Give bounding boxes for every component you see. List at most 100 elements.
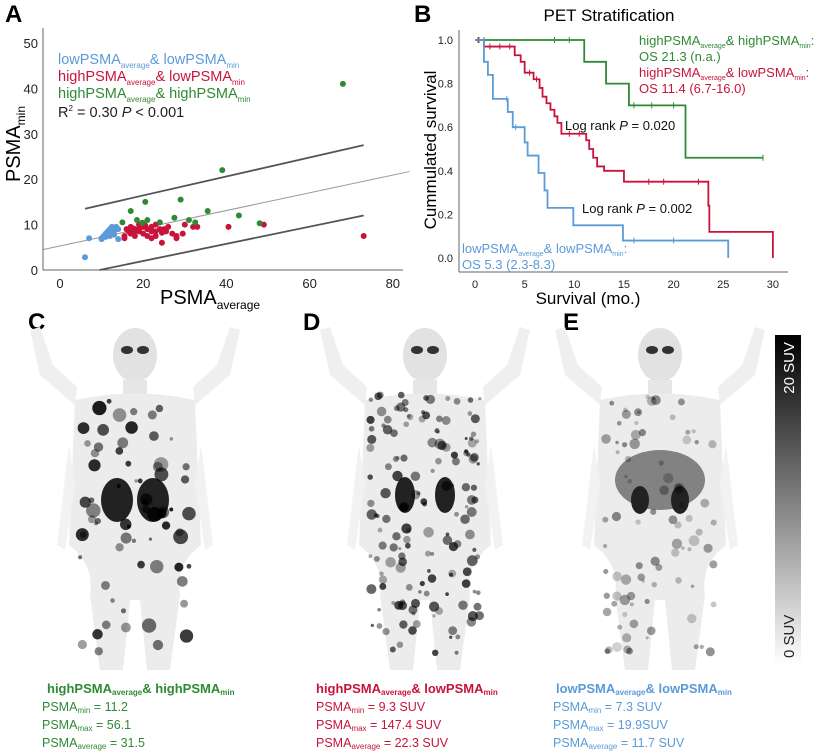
lesion-uptake: [120, 622, 131, 633]
lesion-uptake: [453, 398, 461, 405]
caption-d-min: PSMAmin = 9.3 SUV: [316, 700, 426, 715]
data-point: [256, 220, 263, 227]
lesion-uptake: [116, 484, 121, 488]
lesion-uptake: [646, 396, 657, 406]
lesion-uptake: [392, 456, 399, 463]
lesion-uptake: [437, 440, 447, 451]
lesion-uptake: [392, 470, 403, 482]
annotation-low-low-os: OS 5.3 (2.3-8.3): [462, 257, 555, 272]
lesion-uptake: [700, 498, 710, 508]
lesion-uptake: [380, 488, 391, 499]
lesion-uptake: [366, 584, 377, 595]
lesion-uptake: [94, 518, 101, 525]
lesion-uptake: [626, 591, 636, 601]
y-tick-label: 20: [24, 172, 38, 187]
y-tick-label: 30: [24, 127, 38, 142]
lesion-uptake: [84, 440, 91, 447]
lesion-uptake: [627, 479, 633, 484]
lesion-uptake: [454, 650, 459, 655]
lesion-uptake: [645, 394, 650, 400]
lesion-uptake: [612, 571, 622, 582]
lesion-uptake: [403, 535, 411, 544]
lesion-uptake: [622, 611, 628, 618]
lesion-uptake: [182, 506, 196, 521]
lesion-uptake: [471, 496, 479, 504]
lesion-uptake: [611, 511, 622, 522]
lesion-uptake: [710, 601, 717, 608]
lesion-uptake: [710, 519, 717, 526]
lesion-uptake: [428, 601, 440, 612]
lesion-uptake: [396, 402, 406, 412]
lesion-uptake: [423, 590, 430, 597]
lesion-uptake: [378, 541, 387, 550]
lesion-uptake: [450, 451, 458, 459]
lesion-uptake: [624, 474, 628, 479]
lesion-uptake: [455, 634, 461, 640]
lesion-uptake: [412, 620, 421, 628]
lesion-uptake: [106, 398, 112, 404]
caption-c-title: highPSMAaverage& highPSMAmin: [47, 681, 235, 697]
lesion-uptake: [115, 447, 124, 455]
lesion-uptake: [464, 505, 469, 509]
lesion-uptake: [416, 491, 421, 496]
lesion-uptake: [466, 452, 471, 457]
pet-image-e: [555, 327, 765, 670]
colorbar-min-label: 0 SUV: [781, 615, 798, 658]
lesion-uptake: [88, 459, 101, 472]
caption-d-title: highPSMAaverage& lowPSMAmin: [316, 681, 498, 697]
lesion-uptake: [441, 480, 452, 492]
lesion-uptake: [110, 598, 115, 603]
lesion-uptake: [451, 457, 460, 466]
lesion-uptake: [615, 440, 619, 445]
lesion-uptake: [131, 538, 137, 543]
lesion-uptake: [621, 409, 631, 419]
lesion-uptake: [176, 576, 188, 587]
caption-c-min: PSMAmin = 11.2: [42, 700, 128, 715]
lesion-uptake: [381, 423, 386, 428]
lesion-uptake: [430, 468, 435, 474]
lesion-uptake: [623, 645, 632, 654]
lesion-uptake: [629, 619, 639, 629]
lesion-uptake: [125, 421, 138, 434]
data-point: [156, 219, 163, 226]
lesion-uptake: [120, 608, 127, 614]
lesion-uptake: [378, 575, 388, 584]
lesion-uptake: [153, 457, 169, 472]
data-point: [181, 221, 188, 228]
lesion-uptake: [120, 532, 132, 544]
lesion-uptake: [475, 590, 481, 596]
lesion-uptake: [78, 555, 83, 560]
x-tick-label: 80: [386, 276, 400, 291]
lesion-uptake: [708, 440, 717, 449]
lesion-uptake: [609, 400, 615, 406]
lesion-uptake: [379, 571, 384, 576]
caption-d-max: PSMAmax = 147.4 SUV: [316, 718, 442, 733]
lesion-uptake: [382, 424, 393, 435]
lesion-uptake: [79, 496, 91, 508]
x-tick-label: 20: [667, 279, 679, 291]
lesion-uptake: [611, 600, 618, 607]
lesion-uptake: [403, 421, 410, 428]
y-tick-label: 0.4: [438, 166, 453, 178]
lesion-uptake: [155, 404, 164, 413]
lesion-uptake: [603, 592, 610, 599]
panel-label-c: C: [28, 309, 45, 336]
confidence-lower-line: [99, 214, 364, 271]
lesion-uptake: [461, 483, 471, 492]
lesion-uptake: [616, 420, 622, 426]
lesion-uptake: [687, 547, 692, 552]
data-point: [131, 232, 138, 239]
lesion-uptake: [467, 438, 477, 448]
lesion-uptake: [671, 548, 680, 557]
lesion-uptake: [180, 475, 190, 484]
caption-c-average: PSMAaverage = 31.5: [42, 736, 145, 751]
lesion-uptake: [468, 454, 478, 464]
lesion-uptake: [641, 579, 646, 583]
lesion-uptake: [169, 507, 174, 512]
colorbar-gradient: [775, 335, 801, 665]
lesion-uptake: [445, 592, 449, 596]
lesion-uptake: [695, 528, 703, 536]
parotid-uptake: [137, 346, 149, 354]
data-point: [190, 223, 197, 230]
